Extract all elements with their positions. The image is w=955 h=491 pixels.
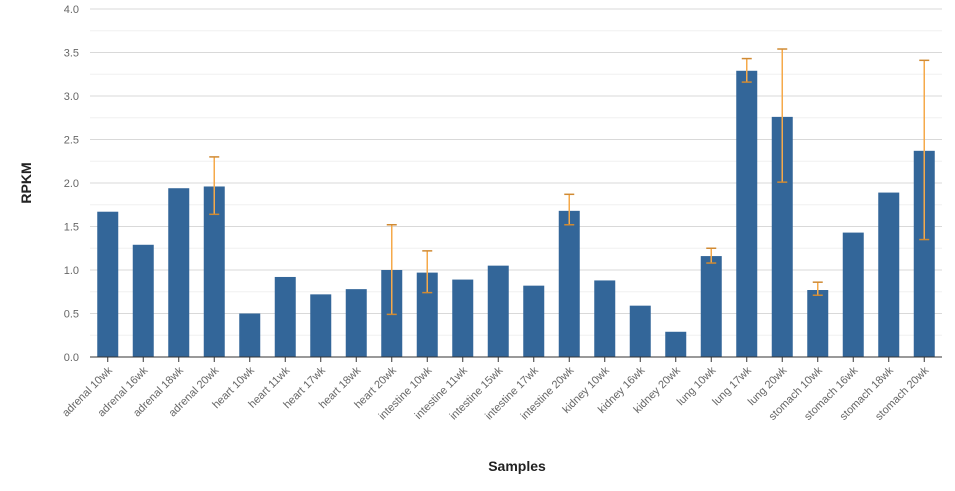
- bar[interactable]: [452, 279, 474, 357]
- bar[interactable]: [168, 188, 190, 357]
- error-bar: [812, 281, 823, 296]
- bar[interactable]: [345, 289, 367, 357]
- y-tick-label: 1.0: [64, 265, 79, 277]
- bar[interactable]: [807, 290, 829, 357]
- grid-lines: [90, 8, 942, 336]
- bar[interactable]: [629, 305, 651, 357]
- error-bar: [777, 48, 788, 183]
- bar[interactable]: [97, 211, 119, 357]
- error-bar: [422, 250, 433, 294]
- error-bar: [564, 193, 575, 226]
- bars: [97, 70, 935, 358]
- bar[interactable]: [132, 244, 154, 357]
- y-tick-label: 3.0: [64, 91, 79, 103]
- bar[interactable]: [203, 186, 225, 357]
- bar[interactable]: [274, 276, 296, 357]
- x-axis-title: Samples: [488, 458, 546, 474]
- bar[interactable]: [310, 294, 332, 357]
- error-bars: [209, 48, 930, 316]
- y-tick-label: 0.5: [64, 309, 79, 321]
- y-tick-label: 3.5: [64, 48, 79, 60]
- bar[interactable]: [416, 272, 438, 357]
- bar[interactable]: [700, 256, 722, 357]
- error-bar: [706, 247, 717, 264]
- bar[interactable]: [665, 331, 687, 357]
- bar[interactable]: [239, 313, 261, 358]
- error-bar: [919, 59, 930, 241]
- y-tick-label: 2.5: [64, 135, 79, 147]
- error-bar: [209, 156, 220, 216]
- y-tick-label: 1.5: [64, 222, 79, 234]
- bar[interactable]: [842, 232, 864, 357]
- y-tick-label: 0.0: [64, 352, 79, 364]
- bar[interactable]: [878, 192, 900, 357]
- error-bar: [741, 57, 752, 83]
- bar[interactable]: [523, 285, 545, 357]
- bar[interactable]: [558, 210, 580, 357]
- y-tick-label: 2.0: [64, 178, 79, 190]
- error-bar: [386, 224, 397, 316]
- y-axis-title: RPKM: [18, 162, 34, 203]
- y-axis-ticks: 0.0 0.5 1.0 1.5 2.0 2.5 3.0 3.5 4.0: [64, 4, 79, 364]
- bar[interactable]: [736, 70, 758, 358]
- bar[interactable]: [594, 280, 616, 357]
- bar[interactable]: [771, 116, 793, 357]
- bar[interactable]: [913, 150, 935, 357]
- y-tick-label: 4.0: [64, 4, 79, 16]
- bar[interactable]: [487, 265, 509, 357]
